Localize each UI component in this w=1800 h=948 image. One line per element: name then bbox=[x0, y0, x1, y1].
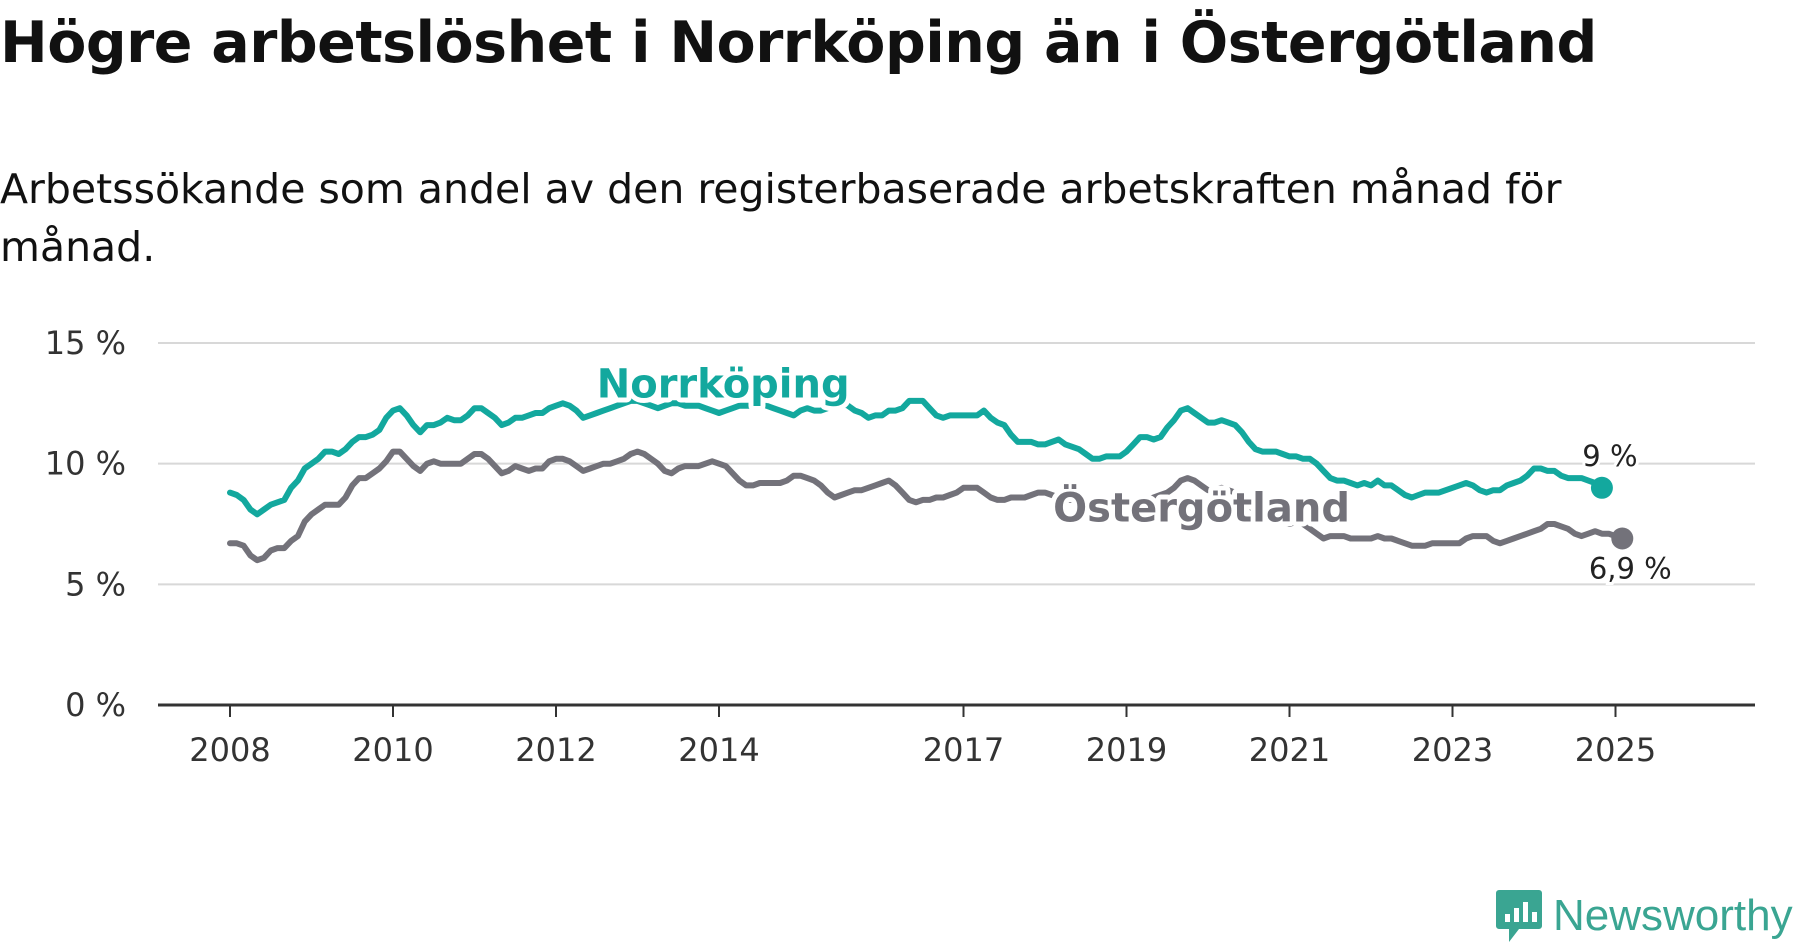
chart-subtitle: Arbetssökande som andel av den registerb… bbox=[0, 165, 1562, 271]
series-line-norrkoping bbox=[227, 397, 1605, 518]
series-labels: 6,9 % Östergötland 9 % Norrköping bbox=[592, 356, 1675, 588]
y-tick-label: 0 % bbox=[65, 686, 126, 724]
line-chart: 0 %5 %10 %15 % 2008 2010 2012 2014 2017 2019 2… bbox=[45, 324, 1755, 769]
x-axis: 2008 2010 2012 2014 2017 2019 2021 2023 2025 bbox=[158, 703, 1755, 769]
series-line-ostergotland bbox=[227, 448, 1626, 564]
end-point-marker bbox=[1611, 527, 1634, 550]
series-lines bbox=[227, 397, 1634, 564]
x-tick-label: 2025 bbox=[1575, 731, 1656, 769]
newsworthy-logo-icon bbox=[1496, 890, 1542, 942]
series-label-norrkoping: Norrköping bbox=[597, 361, 850, 407]
series-label-ostergotland: Östergötland bbox=[1053, 484, 1350, 532]
end-value-label: 6,9 % bbox=[1589, 551, 1672, 585]
x-tick-label: 2021 bbox=[1249, 731, 1330, 769]
end-value-label: 9 % bbox=[1582, 439, 1637, 473]
x-tick-label: 2017 bbox=[923, 731, 1004, 769]
chart-title: Högre arbetslöshet i Norrköping än i Öst… bbox=[0, 10, 1597, 76]
brand-logo: Newsworthy bbox=[1495, 888, 1793, 944]
y-tick-label: 10 % bbox=[45, 445, 126, 483]
end-point-marker bbox=[1590, 476, 1613, 499]
y-tick-label: 15 % bbox=[45, 324, 126, 362]
brand-name: Newsworthy bbox=[1553, 891, 1793, 940]
gridlines bbox=[158, 342, 1755, 586]
x-tick-label: 2012 bbox=[515, 731, 596, 769]
x-tick-label: 2023 bbox=[1412, 731, 1493, 769]
y-tick-label: 5 % bbox=[65, 565, 126, 603]
x-tick-label: 2010 bbox=[352, 731, 433, 769]
x-tick-label: 2019 bbox=[1086, 731, 1167, 769]
x-tick-label: 2008 bbox=[189, 731, 270, 769]
y-axis-ticks: 0 % 5 % 10 % 15 % bbox=[45, 324, 126, 724]
x-tick-label: 2014 bbox=[678, 731, 759, 769]
